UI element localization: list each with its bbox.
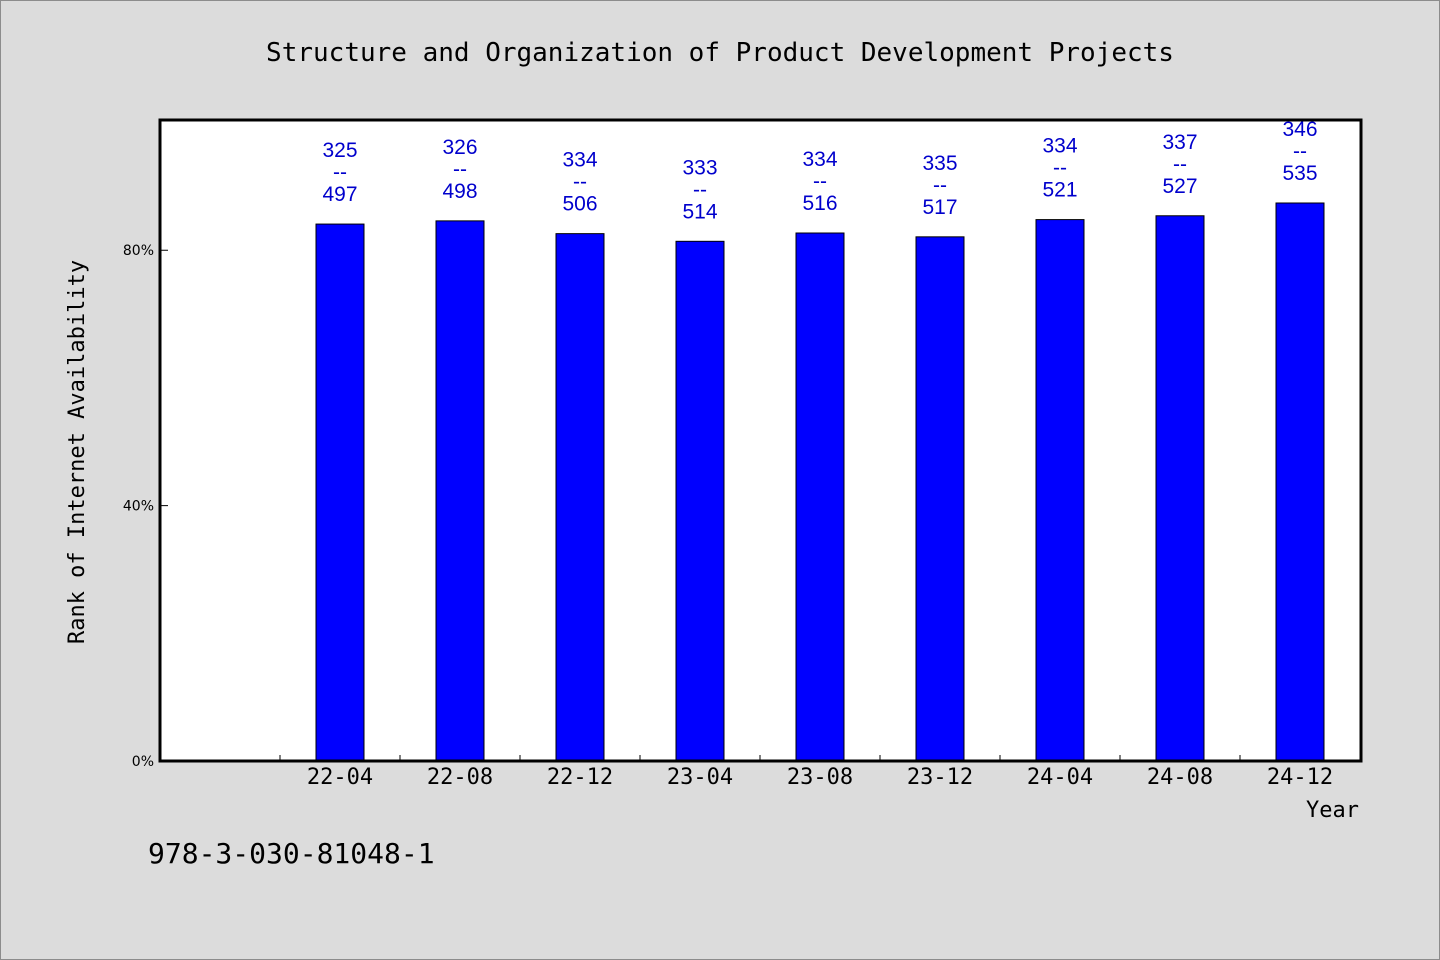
bar xyxy=(795,232,845,762)
bar-label-bottom: 498 xyxy=(442,180,477,203)
bar-label-sep: -- xyxy=(453,158,467,181)
ticks-group: 22-04 22-08 22-12 23-04 23-08 23-12 24-04 24-08… xyxy=(123,243,1361,790)
bar xyxy=(1155,215,1205,762)
y-tick-label: 40% xyxy=(123,499,154,515)
bar-label-bottom: 506 xyxy=(562,193,597,216)
bar-label-top: 337 xyxy=(1162,131,1197,154)
bar-label-top: 325 xyxy=(322,139,357,162)
bar-label-sep: -- xyxy=(573,171,587,194)
x-tick-label: 22-04 xyxy=(307,765,373,790)
x-tick-label: 22-08 xyxy=(427,765,493,790)
x-tick-label: 23-12 xyxy=(907,765,973,790)
y-tick-label: 80% xyxy=(123,243,154,259)
bar-label-top: 346 xyxy=(1282,118,1317,141)
chart-title: Structure and Organization of Product De… xyxy=(266,38,1174,68)
bar-label-top: 333 xyxy=(682,156,717,179)
bar-label-top: 326 xyxy=(442,136,477,159)
plot-border xyxy=(158,118,1363,763)
bar xyxy=(675,240,725,762)
bar xyxy=(555,233,605,762)
bar-label-sep: -- xyxy=(933,174,947,197)
bar xyxy=(315,223,365,762)
x-tick-label: 23-04 xyxy=(667,765,733,790)
bar-label-bottom: 514 xyxy=(682,200,717,223)
x-axis-label: Year xyxy=(1306,798,1359,823)
bar-label-bottom: 497 xyxy=(322,183,357,206)
bar xyxy=(1035,219,1085,762)
bar xyxy=(1275,202,1325,762)
bar-label-bottom: 527 xyxy=(1162,175,1197,198)
bar-label-top: 334 xyxy=(802,148,837,171)
bar-label-top: 335 xyxy=(922,152,957,175)
bar-label-sep: -- xyxy=(333,161,347,184)
bar-label-bottom: 516 xyxy=(802,192,837,215)
bar-label-top: 334 xyxy=(562,149,597,172)
bar xyxy=(915,236,965,762)
x-tick-label: 24-12 xyxy=(1267,765,1333,790)
y-axis-label: Rank of Internet Availability xyxy=(65,260,90,644)
y-tick-label: 0% xyxy=(132,754,154,770)
bar-label-sep: -- xyxy=(1053,157,1067,180)
bar-label-top: 334 xyxy=(1042,135,1077,158)
isbn-text: 978-3-030-81048-1 xyxy=(148,837,435,870)
bar-label-sep: -- xyxy=(693,178,707,201)
bars-group: 325--497326--498334--506333--514334--516… xyxy=(315,118,1325,762)
bar-label-sep: -- xyxy=(1293,140,1307,163)
x-tick-label: 24-04 xyxy=(1027,765,1093,790)
bar-label-sep: -- xyxy=(1173,153,1187,176)
bar-label-bottom: 517 xyxy=(922,196,957,219)
bar-label-bottom: 535 xyxy=(1282,162,1317,185)
x-tick-label: 22-12 xyxy=(547,765,613,790)
bar-label-sep: -- xyxy=(813,170,827,193)
bar-label-bottom: 521 xyxy=(1042,179,1077,202)
bar xyxy=(435,220,485,762)
x-tick-label: 24-08 xyxy=(1147,765,1213,790)
x-tick-label: 23-08 xyxy=(787,765,853,790)
